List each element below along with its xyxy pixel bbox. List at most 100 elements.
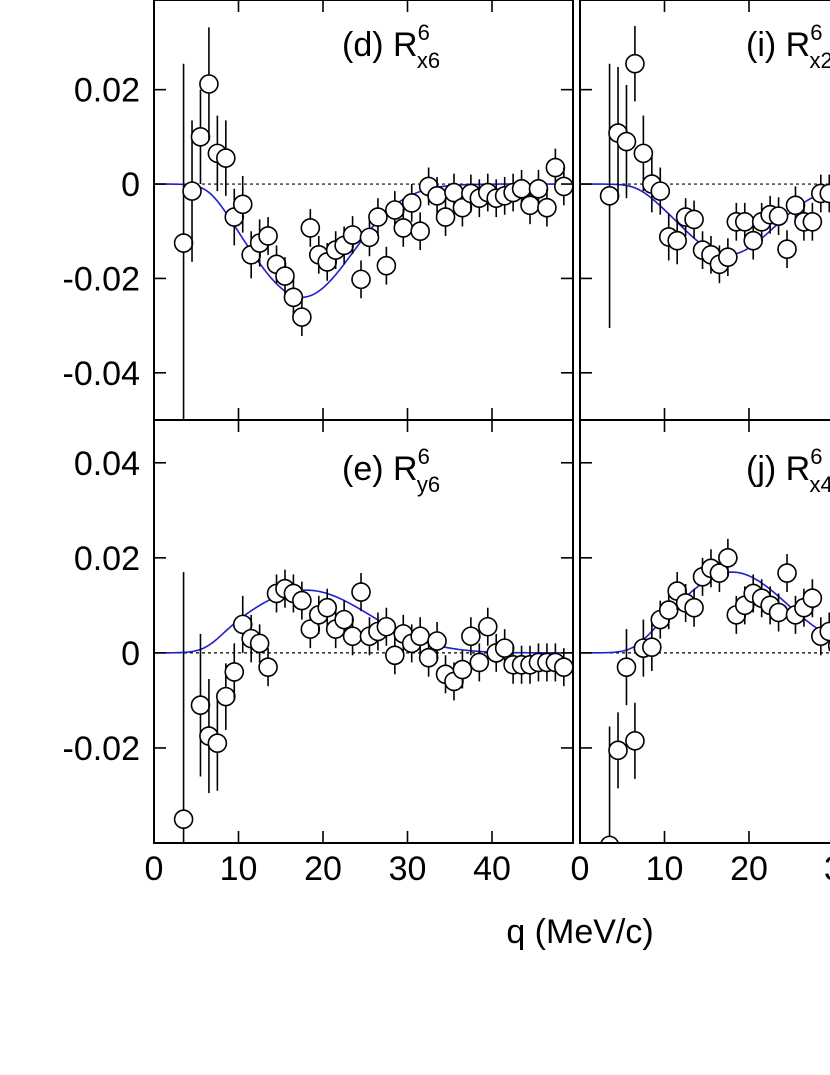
data-point	[718, 548, 738, 568]
data-point	[469, 652, 490, 673]
plot-area	[154, 27, 573, 420]
data-point	[554, 176, 573, 197]
panel-frame	[153, 419, 574, 844]
panel-i: (i) R6 x2	[579, 0, 830, 421]
data-point	[608, 740, 628, 761]
panel-title-prefix: (j) R	[746, 450, 810, 488]
data-point	[599, 186, 620, 206]
panel-title: (d) R6 x6	[342, 20, 440, 73]
plot-area	[580, 538, 830, 843]
data-point	[173, 233, 194, 253]
panel-title-subscript: x6	[417, 48, 440, 73]
data-point	[528, 178, 549, 199]
data-point	[785, 195, 806, 216]
data-point	[410, 221, 430, 242]
data-point	[511, 178, 532, 199]
data-point	[401, 193, 422, 213]
data-point	[633, 143, 654, 164]
x-tick-label: 20	[730, 850, 768, 888]
data-point	[182, 181, 202, 201]
panel-title-prefix: (i) R	[746, 26, 810, 64]
data-point	[625, 731, 645, 751]
plot-area	[154, 569, 573, 843]
x-tick-labels-right: 0 10 20 3	[571, 850, 830, 888]
data-point	[292, 590, 312, 611]
data-point	[292, 307, 312, 327]
data-point	[283, 287, 304, 308]
data-point	[418, 647, 439, 668]
data-point	[734, 211, 755, 232]
data-point	[376, 255, 397, 276]
data-point	[743, 230, 764, 251]
x-tick-label: 0	[145, 850, 164, 888]
data-point	[249, 633, 270, 654]
data-point	[616, 131, 637, 152]
data-point	[207, 733, 228, 753]
y-tick-label: -0.04	[63, 355, 141, 393]
panel-title-superscript: 6	[810, 20, 822, 45]
y-tick-label: 0.02	[74, 540, 140, 578]
data-point	[376, 616, 397, 637]
data-point	[385, 200, 405, 220]
data-point	[545, 157, 566, 178]
y-tick-label: 0.04	[74, 445, 140, 483]
data-point	[300, 218, 321, 238]
data-point	[718, 247, 738, 267]
data-point	[600, 835, 620, 843]
data-point	[658, 600, 679, 620]
data-point	[216, 148, 236, 168]
data-point	[684, 597, 704, 618]
data-point	[385, 645, 405, 666]
panel-title-superscript: 6	[418, 20, 430, 45]
x-tick-label: 0	[571, 850, 590, 888]
y-tick-label: -0.02	[63, 260, 141, 298]
x-tick-label: 10	[646, 850, 684, 888]
data-point	[359, 227, 380, 248]
data-point	[351, 269, 371, 290]
panel-frame	[579, 419, 830, 844]
x-axis-label: q (MeV/c)	[506, 913, 653, 951]
data-point	[625, 53, 645, 74]
y-tick-label: 0.02	[74, 72, 140, 110]
data-point	[819, 183, 830, 204]
panel-title-prefix: (d) R	[342, 26, 418, 64]
panel-d: 0.02 0 -0.02 -0.04 (d) R6 x6	[63, 0, 574, 421]
data-point	[777, 239, 797, 259]
data-point	[410, 626, 430, 647]
data-point	[616, 657, 637, 677]
y-tick-label: 0	[121, 166, 140, 204]
data-point	[317, 597, 338, 618]
data-point	[477, 616, 498, 637]
data-point	[554, 657, 573, 677]
data-point	[275, 266, 295, 286]
panel-e: 0.04 0.02 0 -0.02 (e) R6 y6	[63, 419, 574, 844]
data-point	[190, 695, 211, 715]
panel-title: (e) R6 y6	[342, 444, 440, 497]
data-point	[258, 657, 278, 677]
x-tick-label: 3	[824, 850, 830, 888]
panel-title: (j) R6 x4	[746, 444, 830, 497]
data-point	[224, 662, 245, 682]
data-point	[452, 659, 473, 680]
data-point	[427, 631, 447, 651]
panel-title-superscript: 6	[418, 444, 430, 469]
data-point	[342, 626, 363, 647]
panel-title-subscript: y6	[417, 472, 440, 497]
panel-title-subscript: x4	[809, 472, 830, 497]
data-point	[199, 74, 219, 94]
data-point	[819, 621, 830, 642]
data-point	[802, 211, 823, 232]
data-point	[190, 127, 211, 147]
data-point	[393, 218, 414, 238]
x-tick-label: 30	[389, 850, 427, 888]
x-tick-label: 40	[473, 850, 511, 888]
data-point	[667, 230, 687, 251]
data-point	[232, 194, 253, 215]
data-point	[802, 588, 823, 609]
x-tick-label: 20	[304, 850, 342, 888]
data-point	[642, 637, 662, 657]
data-point	[650, 181, 671, 201]
y-tick-label: -0.02	[63, 730, 141, 768]
data-point	[258, 226, 278, 246]
